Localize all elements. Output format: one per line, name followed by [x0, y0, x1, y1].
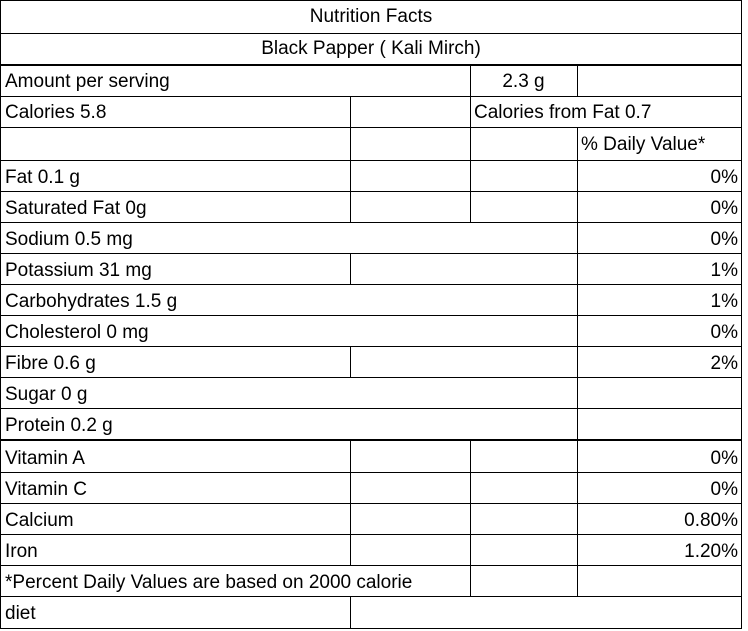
serving-label: Amount per serving	[5, 71, 170, 92]
row-line	[0, 472, 742, 473]
row-line	[0, 191, 742, 192]
row-line	[0, 315, 742, 316]
row-line	[0, 534, 742, 535]
col-line	[350, 439, 351, 565]
col-line	[577, 439, 578, 596]
table-title: Nutrition Facts	[309, 6, 433, 27]
nutrient-name: Carbohydrates 1.5 g	[5, 291, 178, 312]
serving-value: 2.3 g	[502, 71, 545, 92]
row-line	[0, 96, 742, 97]
row-line	[0, 253, 742, 254]
product-name: Black Papper ( Kali Mirch)	[261, 38, 481, 59]
vitamin-name: Vitamin A	[5, 448, 85, 469]
row-line	[0, 346, 742, 347]
calories-from-fat: Calories from Fat 0.7	[474, 102, 652, 123]
row-line	[0, 565, 742, 566]
nutrient-dv: 0%	[710, 167, 738, 188]
nutrient-name: Saturated Fat 0g	[5, 198, 147, 219]
row-line	[0, 160, 742, 161]
vitamin-dv: 0%	[710, 448, 738, 469]
nutrient-name: Protein 0.2 g	[5, 415, 113, 436]
col-line	[350, 160, 351, 222]
row-line	[0, 628, 742, 629]
col-line	[350, 96, 351, 127]
table-border-right	[741, 0, 742, 629]
nutrient-name: Cholesterol 0 mg	[5, 322, 149, 343]
nutrient-name: Fat 0.1 g	[5, 167, 80, 188]
row-line	[0, 408, 742, 409]
table-border-left	[0, 0, 1, 629]
vitamin-dv: 0%	[710, 479, 738, 500]
row-line	[0, 284, 742, 285]
nutrient-name: Sodium 0.5 mg	[5, 229, 133, 250]
footnote-line-1: *Percent Daily Values are based on 2000 …	[5, 572, 413, 593]
col-line	[350, 127, 351, 160]
vitamin-name: Calcium	[5, 510, 74, 531]
col-line	[350, 596, 351, 628]
row-line	[0, 33, 742, 34]
row-line	[0, 64, 742, 66]
row-line	[0, 377, 742, 378]
row-line	[0, 0, 742, 1]
nutrient-dv: 2%	[710, 353, 738, 374]
row-line	[0, 503, 742, 504]
calories-label: Calories 5.8	[5, 102, 107, 123]
row-line	[0, 596, 742, 597]
col-line	[577, 127, 578, 439]
row-line	[0, 222, 742, 223]
nutrient-dv: 0%	[710, 198, 738, 219]
row-line	[0, 439, 742, 441]
vitamin-name: Vitamin C	[5, 479, 88, 500]
vitamin-dv: 1.20%	[684, 541, 738, 562]
col-line	[470, 439, 471, 596]
nutrient-dv: 1%	[710, 291, 738, 312]
col-line	[577, 64, 578, 96]
col-line	[350, 346, 351, 377]
nutrient-name: Sugar 0 g	[5, 384, 88, 405]
footnote-line-2: diet	[5, 603, 36, 624]
col-line	[350, 253, 351, 284]
vitamin-name: Iron	[5, 541, 38, 562]
nutrient-name: Fibre 0.6 g	[5, 353, 96, 374]
nutrient-dv: 0%	[710, 229, 738, 250]
col-line	[470, 127, 471, 222]
nutrient-dv: 0%	[710, 322, 738, 343]
row-line	[0, 127, 742, 128]
col-line	[470, 64, 471, 127]
daily-value-header: % Daily Value*	[581, 134, 706, 155]
nutrient-dv: 1%	[710, 260, 738, 281]
nutrient-name: Potassium 31 mg	[5, 260, 152, 281]
vitamin-dv: 0.80%	[684, 510, 738, 531]
